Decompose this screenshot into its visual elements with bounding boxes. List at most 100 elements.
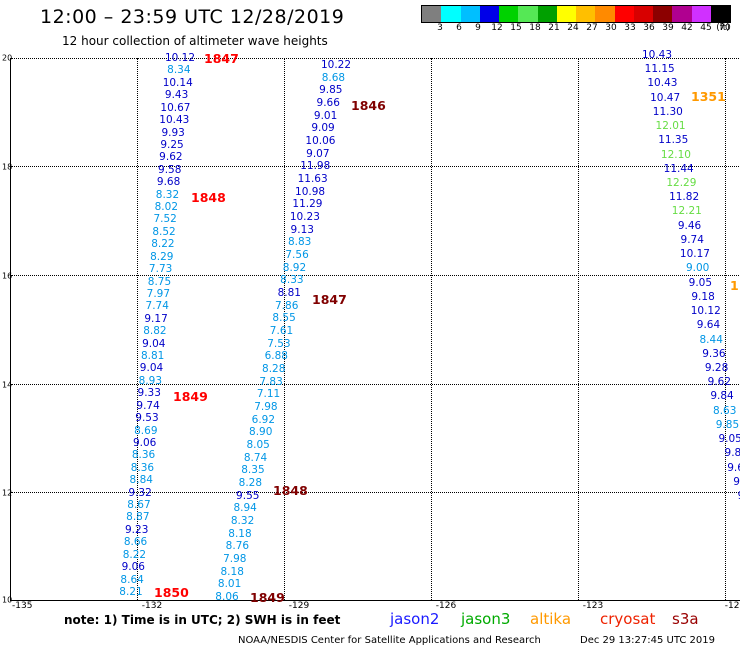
wave-height-label: 8.67 xyxy=(127,499,151,512)
wave-height-label: 7.53 xyxy=(267,337,291,350)
wave-height-label: 8.36 xyxy=(130,461,155,474)
color-scale-labels: 3 6 9 12 15 18 21 24 27 30 33 36 39 42 45 70 (ft) xyxy=(421,23,731,35)
wave-height-label: 9.6 xyxy=(727,461,740,474)
wave-height-label: 9.06 xyxy=(121,561,145,574)
wave-height-label: 11.30 xyxy=(652,105,683,118)
longitude-gridline xyxy=(431,58,432,600)
pass-number-label: 1848 xyxy=(273,483,308,498)
wave-height-label: 9.18 xyxy=(691,290,715,303)
wave-height-label: 9 xyxy=(738,491,740,502)
wave-height-label: 8.83 xyxy=(287,236,312,249)
wave-height-label: 8.18 xyxy=(228,527,252,540)
latitude-tick-label: 16 xyxy=(2,271,13,281)
scale-swatch xyxy=(479,6,499,22)
wave-height-label: 8.05 xyxy=(246,439,270,451)
wave-height-label: 11.82 xyxy=(669,191,700,204)
longitude-gridline xyxy=(137,58,138,600)
wave-height-label: 8.81 xyxy=(277,287,301,299)
wave-height-label: 10.17 xyxy=(679,248,710,261)
wave-height-label: 12.21 xyxy=(671,205,702,218)
page-title: 12:00 – 23:59 UTC 12/28/2019 xyxy=(40,6,345,28)
scale-label: 42 xyxy=(681,23,693,33)
wave-height-label: 8.29 xyxy=(150,250,174,263)
pass-number-label: 1849 xyxy=(250,590,285,605)
latitude-tick-label: 20 xyxy=(2,53,13,63)
wave-height-label: 12.10 xyxy=(660,148,691,161)
wave-height-label: 9.62 xyxy=(159,151,183,164)
wave-height-label: 11.15 xyxy=(644,63,675,76)
wave-height-label: 8.84 xyxy=(129,474,153,487)
satellite-legend-item: cryosat xyxy=(600,610,656,628)
wave-height-label: 10.47 xyxy=(650,91,681,104)
map-plot-area[interactable]: 10.12 8.34 10.14 9.43 10.67 10.43 9.93 9.25 9.62… xyxy=(10,50,740,605)
wave-height-label: 9.55 xyxy=(236,489,260,502)
wave-height-label: 10.14 xyxy=(162,76,193,89)
longitude-gridline xyxy=(284,58,285,600)
wave-height-label: 8.63 xyxy=(713,404,737,417)
pass-number-label: 1 xyxy=(730,278,739,293)
wave-height-label: 8.92 xyxy=(282,261,307,274)
wave-height-label: 8.32 xyxy=(230,515,255,527)
scale-label: 39 xyxy=(662,23,674,33)
wave-height-label: 8.74 xyxy=(243,451,268,464)
scale-swatch xyxy=(422,6,442,22)
wave-height-label: 9.33 xyxy=(137,387,161,400)
scale-label: 3 xyxy=(437,23,443,33)
latitude-gridline xyxy=(11,166,740,167)
wave-height-label: 8.36 xyxy=(131,449,156,462)
pass-number-label: 1849 xyxy=(173,389,208,404)
latitude-gridline xyxy=(11,275,740,276)
pass-number-label: 1351 xyxy=(691,89,726,104)
wave-height-label: 8.02 xyxy=(154,201,179,214)
wave-height-label: 9.05 xyxy=(688,276,713,289)
wave-height-label: 9. xyxy=(733,475,740,488)
wave-height-label: 8.18 xyxy=(220,565,244,578)
wave-height-label: 8.34 xyxy=(167,64,191,77)
scale-swatch xyxy=(633,6,653,22)
wave-height-label: 7.97 xyxy=(146,287,171,300)
pass-number-label: 1850 xyxy=(154,585,189,600)
pass-number-label: 1847 xyxy=(312,292,347,307)
wave-height-label: 8.94 xyxy=(233,502,257,515)
wave-height-label: 8.44 xyxy=(699,333,723,346)
credit-text: NOAA/NESDIS Center for Satellite Applica… xyxy=(238,635,541,646)
wave-height-label: 9.17 xyxy=(144,312,168,325)
wave-height-label: 9.46 xyxy=(677,219,702,232)
latitude-tick-label: 14 xyxy=(2,380,13,390)
latitude-tick-label: 10 xyxy=(2,595,13,605)
scale-label: 15 xyxy=(510,23,522,33)
scale-swatch xyxy=(576,6,596,22)
wave-height-label: 8.22 xyxy=(151,238,175,251)
wave-height-label: 9.28 xyxy=(704,361,729,374)
wave-height-label: 9.05 xyxy=(718,433,740,446)
wave-height-label: 10.43 xyxy=(647,77,678,90)
wave-height-label: 9.74 xyxy=(136,399,160,412)
wave-height-label: 10.22 xyxy=(320,59,352,71)
wave-height-label: 9.66 xyxy=(316,97,340,109)
wave-height-label: 8.66 xyxy=(123,536,148,549)
wave-height-label: 10.43 xyxy=(641,49,673,61)
wave-height-label: 9.00 xyxy=(685,262,710,275)
scale-label: 6 xyxy=(456,23,462,33)
generation-timestamp: Dec 29 13:27:45 UTC 2019 xyxy=(580,635,715,646)
wave-height-label: 9.74 xyxy=(680,233,704,246)
longitude-tick-label: -123 xyxy=(582,601,604,611)
scale-label: 24 xyxy=(567,23,579,33)
wave-height-label: 8.64 xyxy=(120,573,144,586)
wave-height-label: 7.73 xyxy=(148,263,173,276)
wave-height-label: 8.87 xyxy=(126,511,150,524)
scale-label: 33 xyxy=(624,23,636,33)
wave-height-label: 9.25 xyxy=(160,138,184,151)
wave-height-label: 8.90 xyxy=(249,426,273,439)
scale-swatch xyxy=(672,6,692,22)
satellite-legend-item: jason2 xyxy=(390,610,440,628)
latitude-gridline xyxy=(11,492,740,493)
wave-height-label: 8.93 xyxy=(138,374,163,387)
latitude-gridline xyxy=(11,58,740,59)
wave-height-label: 9.8 xyxy=(724,447,740,460)
wave-height-label: 9.07 xyxy=(306,147,330,160)
wave-height-label: 12.29 xyxy=(666,177,697,190)
satellite-legend-item: jason3 xyxy=(461,610,511,628)
wave-height-label: 9.85 xyxy=(715,418,740,431)
wave-height-label: 8.28 xyxy=(262,363,286,375)
